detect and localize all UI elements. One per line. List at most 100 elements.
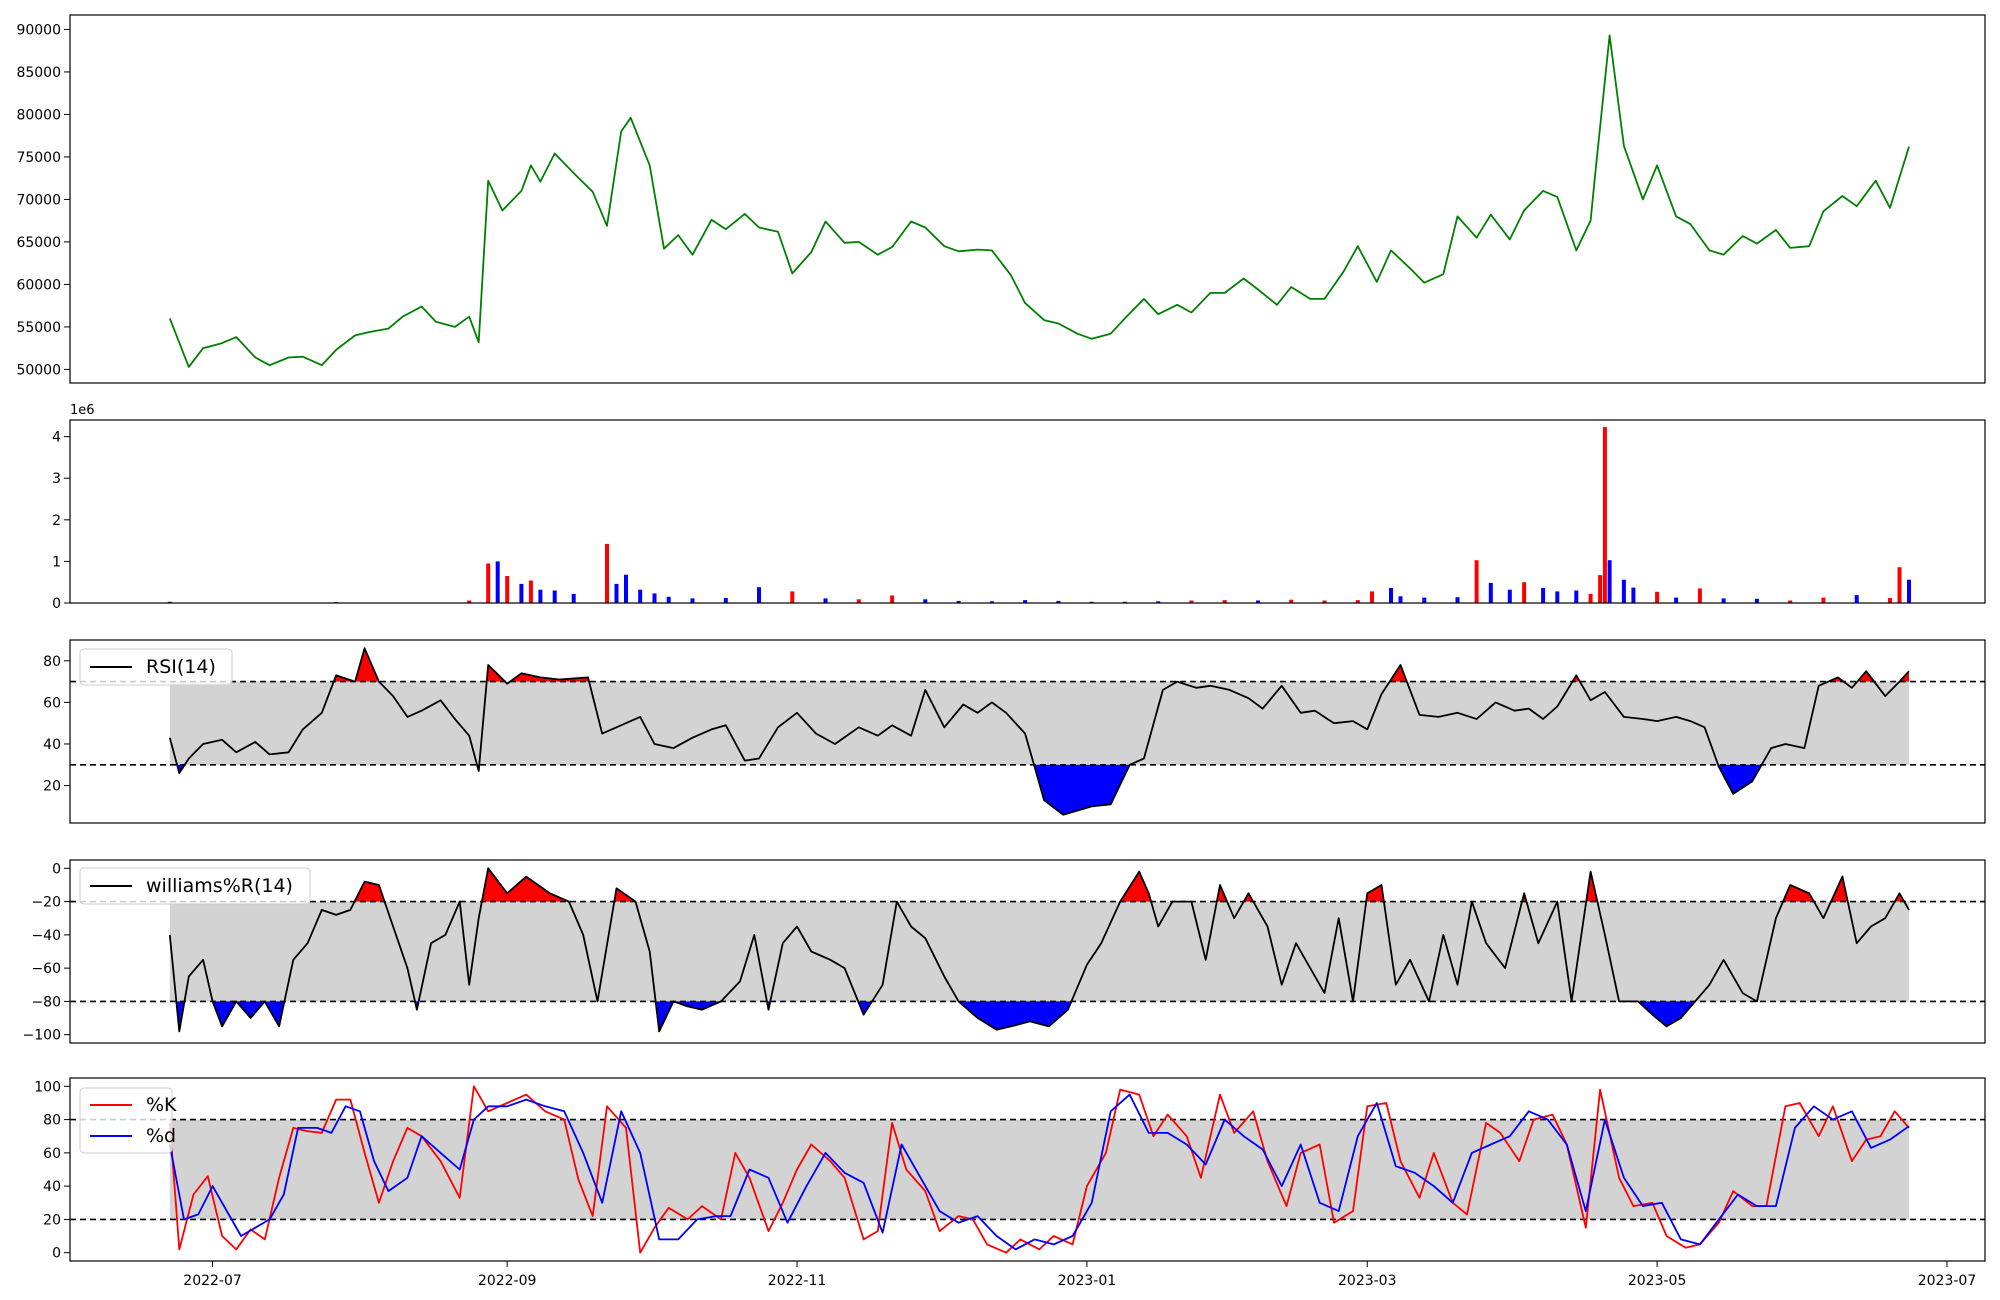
price-marks	[168, 34, 1910, 368]
volume-bar	[505, 576, 510, 603]
volume-bar	[1602, 427, 1607, 603]
volume-bar	[1607, 560, 1612, 603]
d-legend-label: %d	[146, 1125, 176, 1147]
williams-oversold-fill	[264, 1001, 285, 1027]
volume-bar	[1507, 589, 1512, 603]
stochastic-y-axis: 0 20 40 60 80 100	[34, 1079, 70, 1262]
williams-overbought-fill	[481, 868, 569, 902]
williams-ytick-label: −40	[31, 928, 61, 944]
williams-neutral-band	[169, 901, 1909, 1002]
volume-panel: 0 1 2 3 4 1e6	[52, 403, 1986, 612]
volume-axes-frame	[69, 419, 1986, 604]
williams-overbought-fill	[1120, 871, 1151, 902]
volume-y-axis: 0 1 2 3 4	[52, 430, 70, 612]
volume-bar	[495, 561, 500, 603]
williams-overbought-fill	[1366, 885, 1384, 902]
volume-bar	[538, 589, 543, 603]
volume-bar	[723, 598, 728, 603]
volume-bar	[989, 601, 994, 603]
volume-bar	[1854, 595, 1859, 603]
rsi-neutral-band	[169, 681, 1909, 765]
rsi-oversold-fill	[1718, 764, 1762, 794]
price-ytick-label: 80000	[16, 107, 61, 123]
williams-overbought-fill	[1243, 893, 1254, 902]
volume-bar	[1721, 598, 1726, 603]
volume-bar	[1522, 582, 1527, 603]
williams-legend: williams%R(14)	[79, 867, 311, 905]
volume-ytick-label: 1	[52, 554, 61, 570]
volume-bar	[1256, 600, 1260, 603]
volume-bar	[1370, 591, 1374, 603]
williams-series-line-1	[168, 867, 1910, 1033]
williams-overbought-fill	[1783, 885, 1814, 902]
williams-overbought-fill	[1894, 893, 1905, 902]
williams-y-axis: −100 −80 −60 −40 −20 0	[23, 861, 70, 1044]
volume-bar	[690, 598, 695, 603]
rsi-marks	[70, 647, 1985, 816]
volume-bar	[1754, 598, 1759, 603]
williams-panel: −100 −80 −60 −40 −20 0 williams%R(14)	[23, 859, 1986, 1044]
volume-bar	[638, 589, 643, 603]
date-xtick-label: 2023-07	[1918, 1273, 1977, 1289]
volume-bar	[1541, 588, 1546, 603]
volume-bar	[467, 600, 472, 603]
volume-bar	[1474, 560, 1479, 603]
price-panel: 50000 55000 60000 65000 70000 75000 80000 85000…	[16, 14, 1986, 384]
volume-bar	[652, 593, 657, 603]
date-xtick-label: 2023-03	[1338, 1273, 1397, 1289]
date-x-axis: 2022-07 2022-09 2022-11 2023-01 2023-03 2023-…	[183, 1261, 1976, 1289]
volume-ytick-label: 2	[52, 513, 61, 529]
volume-bar	[666, 596, 671, 603]
volume-bar	[1156, 601, 1161, 603]
volume-bar	[1888, 598, 1892, 603]
stochastic-ytick-label: 0	[52, 1246, 61, 1262]
williams-oversold-fill	[858, 1001, 872, 1015]
volume-bar	[1355, 600, 1360, 603]
volume-bar	[605, 543, 609, 603]
volume-bar	[1422, 597, 1427, 603]
williams-oversold-fill	[236, 1001, 265, 1018]
volume-bar	[956, 600, 961, 603]
volume-bar	[1455, 597, 1460, 603]
price-ytick-label: 70000	[16, 192, 61, 208]
volume-bar	[1056, 600, 1061, 603]
price-ytick-label: 75000	[16, 150, 61, 166]
date-xtick-label: 2023-01	[1058, 1273, 1117, 1289]
williams-oversold-fill	[1638, 1001, 1696, 1027]
volume-bar	[624, 574, 628, 603]
rsi-ytick-label: 60	[43, 695, 61, 711]
price-ytick-label: 90000	[16, 22, 61, 38]
volume-bar	[1389, 588, 1393, 603]
volume-bar	[1588, 593, 1593, 603]
stochastic-axes-frame	[69, 1077, 1986, 1262]
williams-ytick-label: −60	[31, 961, 61, 977]
stochastic-series-line-1	[168, 1085, 1910, 1254]
volume-bar	[571, 593, 576, 603]
volume-bar	[552, 590, 557, 603]
williams-legend-label: williams%R(14)	[146, 875, 293, 897]
williams-ytick-label: −100	[23, 1028, 61, 1044]
rsi-legend-box	[79, 648, 233, 686]
rsi-overbought-fill	[1857, 671, 1875, 682]
stochastic-ytick-label: 40	[43, 1179, 61, 1195]
rsi-axes-frame	[69, 639, 1986, 824]
volume-bar	[890, 595, 895, 603]
rsi-legend-label: RSI(14)	[146, 656, 216, 678]
volume-bar	[486, 563, 491, 603]
rsi-panel: 20 40 60 80 RSI(14)	[43, 639, 1986, 824]
volume-bar	[1289, 599, 1294, 603]
volume-bar	[1655, 591, 1660, 603]
rsi-ytick-label: 80	[43, 654, 61, 670]
williams-ytick-label: 0	[52, 861, 61, 877]
date-xtick-label: 2022-09	[478, 1273, 537, 1289]
volume-bar	[1631, 587, 1636, 603]
rsi-oversold-fill	[1034, 764, 1130, 815]
rsi-legend: RSI(14)	[79, 648, 233, 686]
williams-overbought-fill	[1586, 871, 1598, 902]
volume-marks	[167, 427, 1911, 603]
price-y-axis: 50000 55000 60000 65000 70000 75000 80000 85000…	[16, 22, 70, 378]
rsi-y-axis: 20 40 60 80	[43, 654, 70, 795]
volume-bar	[823, 598, 828, 603]
